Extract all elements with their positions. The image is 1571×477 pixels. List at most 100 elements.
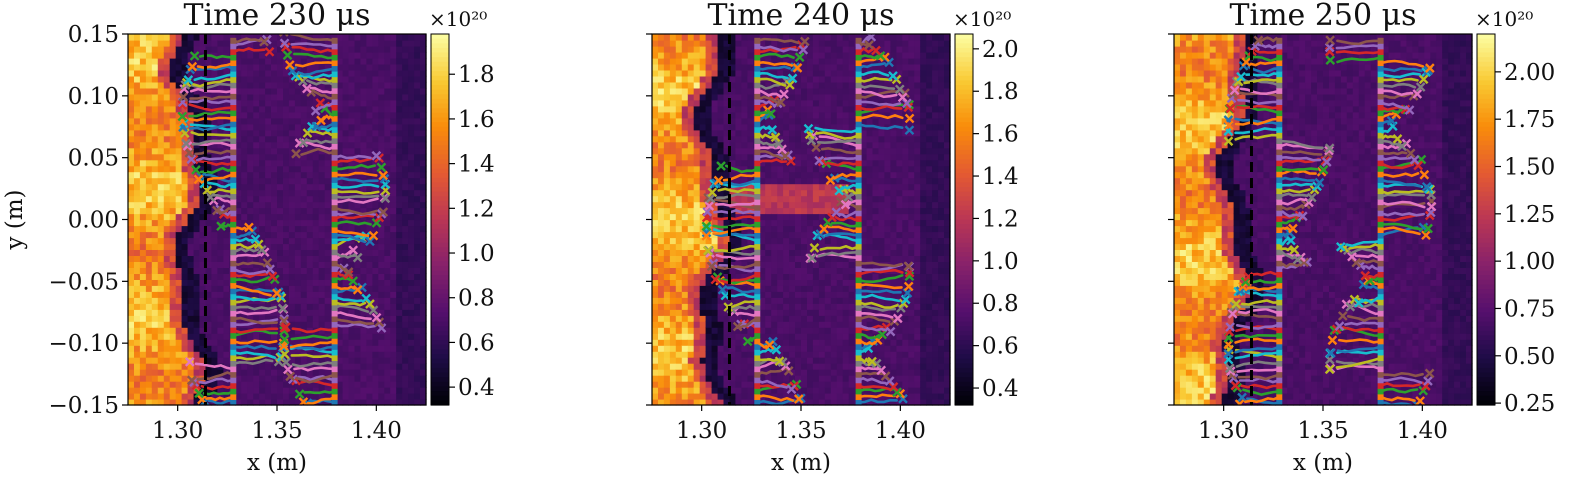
heatmap-cell xyxy=(687,46,695,53)
heatmap-cell xyxy=(759,105,766,113)
heatmap-cell xyxy=(360,267,367,274)
heatmap-cell xyxy=(151,243,159,250)
trajectory-line xyxy=(333,311,372,321)
heatmap-cell xyxy=(193,243,201,250)
colorbar-tick-label: 1.6 xyxy=(458,107,495,133)
heatmap-cell xyxy=(193,273,201,280)
heatmap-cell xyxy=(151,309,159,316)
heatmap-cell xyxy=(157,369,165,376)
heatmap-cell xyxy=(396,219,403,227)
heatmap-cell xyxy=(414,69,421,77)
heatmap-cell xyxy=(771,219,778,227)
heatmap-cell xyxy=(390,183,397,191)
heatmap-cell xyxy=(318,321,326,328)
heatmap-cell xyxy=(741,141,748,149)
heatmap-cell xyxy=(408,363,415,370)
heatmap-cell xyxy=(253,75,260,83)
heatmap-cell xyxy=(175,285,183,292)
heatmap-cell xyxy=(360,63,367,71)
heatmap-cell xyxy=(348,393,356,400)
heatmap-cell xyxy=(300,285,308,292)
heatmap-cell xyxy=(663,177,671,185)
heatmap-cell xyxy=(729,381,737,388)
heatmap-cell xyxy=(729,261,737,268)
heatmap-cell xyxy=(277,195,284,203)
heatmap-cell xyxy=(378,345,385,352)
heatmap-cell xyxy=(151,165,159,173)
heatmap-cell xyxy=(658,339,665,346)
heatmap-cell xyxy=(217,255,224,262)
heatmap-cell xyxy=(354,207,362,215)
heatmap-cell xyxy=(354,399,362,406)
heatmap-cell xyxy=(390,201,397,209)
heatmap-cell xyxy=(699,285,707,292)
heatmap-cell xyxy=(735,297,742,304)
heatmap-cell xyxy=(675,141,683,149)
heatmap-cell xyxy=(390,165,397,173)
heatmap-cell xyxy=(294,231,302,239)
heatmap-cell xyxy=(283,297,290,304)
heatmap-cell xyxy=(163,57,171,65)
heatmap-cell xyxy=(235,327,242,334)
heatmap-cell xyxy=(151,255,159,262)
heatmap-cell xyxy=(771,255,778,262)
heatmap-cell xyxy=(306,111,314,119)
heatmap-cell xyxy=(372,87,379,95)
heatmap-cell xyxy=(259,93,266,101)
heatmap-cell xyxy=(271,34,278,41)
heatmap-cell xyxy=(306,75,314,83)
heatmap-cell xyxy=(408,46,415,53)
heatmap-cell xyxy=(765,267,772,274)
heatmap-cell xyxy=(729,57,737,65)
heatmap-cell xyxy=(658,189,665,197)
heatmap-cell xyxy=(187,339,195,346)
heatmap-cell xyxy=(414,117,421,125)
heatmap-cell xyxy=(408,315,415,322)
heatmap-cell xyxy=(318,63,326,71)
heatmap-cell xyxy=(390,147,397,155)
heatmap-cell xyxy=(777,363,784,370)
colorbar-swatch xyxy=(431,326,449,332)
heatmap-cell xyxy=(414,225,421,233)
heatmap-cell xyxy=(693,291,701,298)
heatmap-cell xyxy=(169,249,177,256)
heatmap-cell xyxy=(193,183,201,191)
heatmap-cell xyxy=(348,117,356,125)
heatmap-cell xyxy=(247,87,254,95)
trajectory-end-marker xyxy=(265,264,275,275)
heatmap-cell xyxy=(711,141,719,149)
heatmap-cell xyxy=(199,135,207,143)
heatmap-cell xyxy=(747,69,754,77)
heatmap-cell xyxy=(711,375,719,382)
heatmap-cell xyxy=(372,249,379,256)
heatmap-cell xyxy=(306,255,314,262)
heatmap-cell xyxy=(277,171,284,179)
heatmap-cell xyxy=(300,249,308,256)
heatmap-cell xyxy=(759,129,766,137)
heatmap-cell xyxy=(652,46,659,53)
heatmap-cell xyxy=(241,291,248,298)
heatmap-cell xyxy=(163,303,171,310)
heatmap-cell xyxy=(658,99,665,107)
heatmap-cell xyxy=(372,75,379,83)
heatmap-cell xyxy=(420,75,427,83)
heatmap-cell xyxy=(366,34,373,41)
heatmap-cell xyxy=(354,147,362,155)
heatmap-cell xyxy=(669,111,677,119)
heatmap-cell xyxy=(265,285,272,292)
heatmap-cell xyxy=(318,171,326,179)
heatmap-cell xyxy=(318,399,326,406)
heatmap-cell xyxy=(765,387,772,394)
heatmap-cell xyxy=(693,57,701,65)
heatmap-cell xyxy=(145,141,153,149)
heatmap-cell xyxy=(312,261,320,268)
heatmap-cell xyxy=(693,105,701,113)
heatmap-cell xyxy=(241,333,248,340)
heatmap-cell xyxy=(193,279,201,286)
heatmap-cell xyxy=(777,303,784,310)
heatmap-cell xyxy=(675,34,683,41)
heatmap-cell xyxy=(259,363,266,370)
heatmap-cell xyxy=(283,135,290,143)
heatmap-cell xyxy=(408,357,415,364)
heatmap-cell xyxy=(312,279,320,286)
